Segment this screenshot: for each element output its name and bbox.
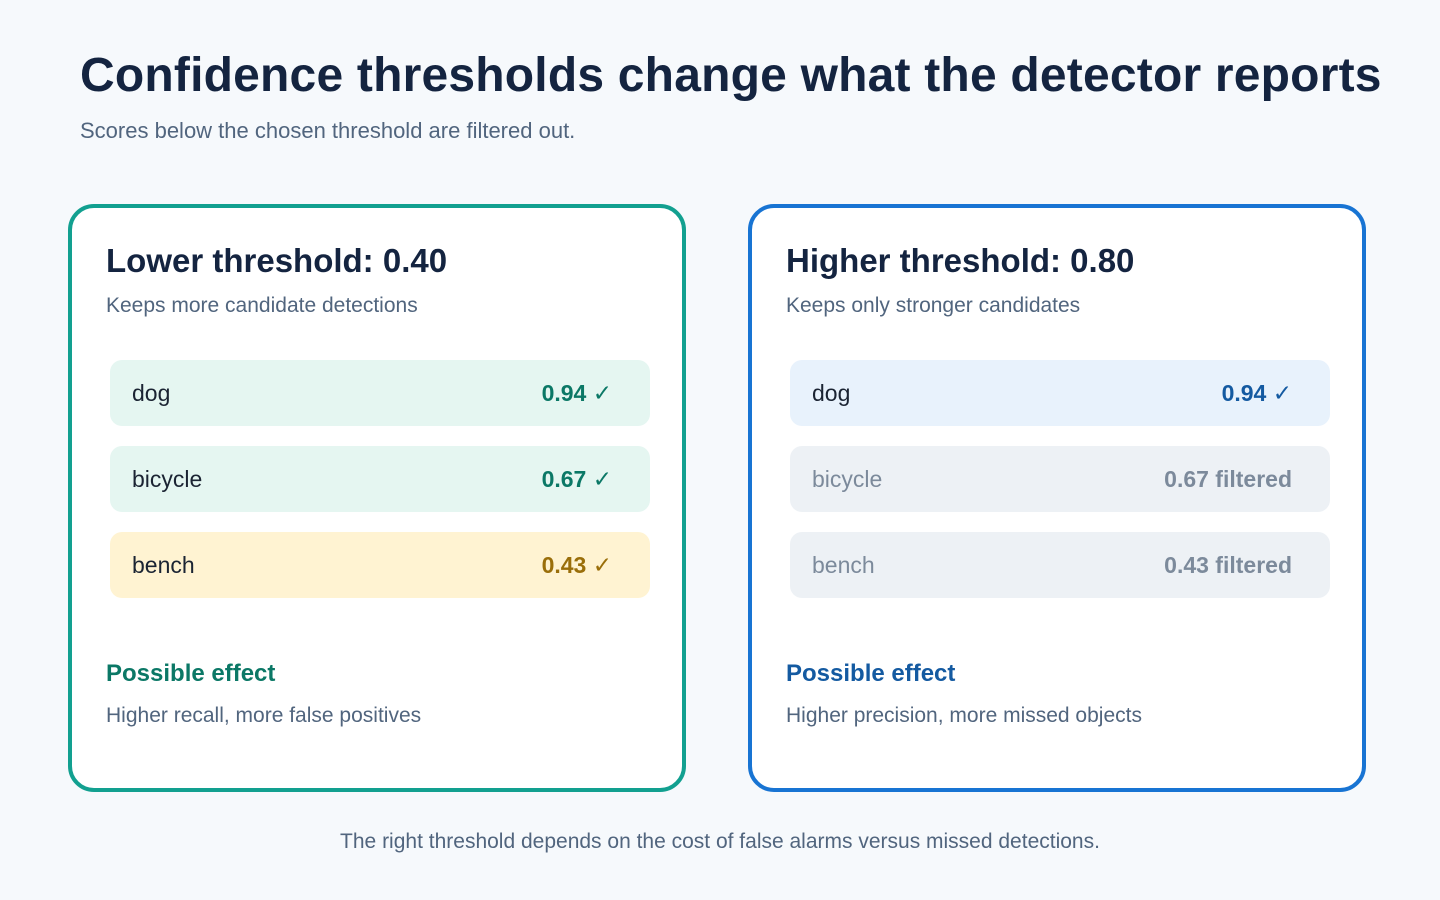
page-title: Confidence thresholds change what the de… [80, 49, 1382, 102]
detection-label: dog [812, 379, 851, 406]
detection-list: dog 0.94 ✓ bicycle 0.67 filtered bench 0… [790, 360, 1330, 618]
effect-description: Higher precision, more missed objects [786, 704, 1142, 727]
detection-score: 0.67 ✓ [541, 465, 612, 492]
panel-title: Higher threshold: 0.80 [786, 242, 1135, 279]
effect-heading: Possible effect [786, 660, 956, 687]
detection-score: 0.94 ✓ [1221, 379, 1292, 406]
footer-note: The right threshold depends on the cost … [340, 830, 1100, 853]
detection-label: bicycle [132, 465, 203, 492]
detection-label: dog [132, 379, 171, 406]
detection-list: dog 0.94 ✓ bicycle 0.67 ✓ bench 0.43 ✓ [110, 360, 650, 618]
detection-row-bench: bench 0.43 ✓ [110, 532, 650, 598]
detection-score: 0.43 filtered [1164, 551, 1292, 578]
detection-row-bench: bench 0.43 filtered [790, 532, 1330, 598]
detection-row-dog: dog 0.94 ✓ [110, 360, 650, 426]
panel-description: Keeps only stronger candidates [786, 294, 1081, 317]
higher-threshold-panel: Higher threshold: 0.80 Keeps only strong… [748, 204, 1366, 792]
effect-description: Higher recall, more false positives [106, 704, 422, 727]
detection-row-bicycle: bicycle 0.67 filtered [790, 446, 1330, 512]
detection-label: bicycle [812, 465, 883, 492]
page-subtitle: Scores below the chosen threshold are fi… [80, 118, 576, 143]
panel-title: Lower threshold: 0.40 [106, 242, 448, 279]
detection-row-bicycle: bicycle 0.67 ✓ [110, 446, 650, 512]
panel-description: Keeps more candidate detections [106, 294, 418, 317]
detection-row-dog: dog 0.94 ✓ [790, 360, 1330, 426]
detection-score: 0.94 ✓ [541, 379, 612, 406]
detection-score: 0.43 ✓ [541, 551, 612, 578]
lower-threshold-panel: Lower threshold: 0.40 Keeps more candida… [68, 204, 686, 792]
detection-label: bench [812, 551, 875, 578]
effect-heading: Possible effect [106, 660, 276, 687]
detection-label: bench [132, 551, 195, 578]
detection-score: 0.67 filtered [1164, 465, 1292, 492]
